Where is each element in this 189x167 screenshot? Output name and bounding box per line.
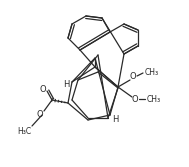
Text: O: O (40, 85, 46, 94)
Text: CH₃: CH₃ (147, 95, 161, 104)
Text: O: O (37, 110, 43, 119)
Text: H₃C: H₃C (17, 127, 31, 136)
Text: O: O (130, 71, 136, 80)
Text: H: H (63, 79, 69, 89)
Text: O: O (132, 95, 138, 104)
Text: H: H (112, 115, 118, 124)
Text: CH₃: CH₃ (145, 67, 159, 76)
